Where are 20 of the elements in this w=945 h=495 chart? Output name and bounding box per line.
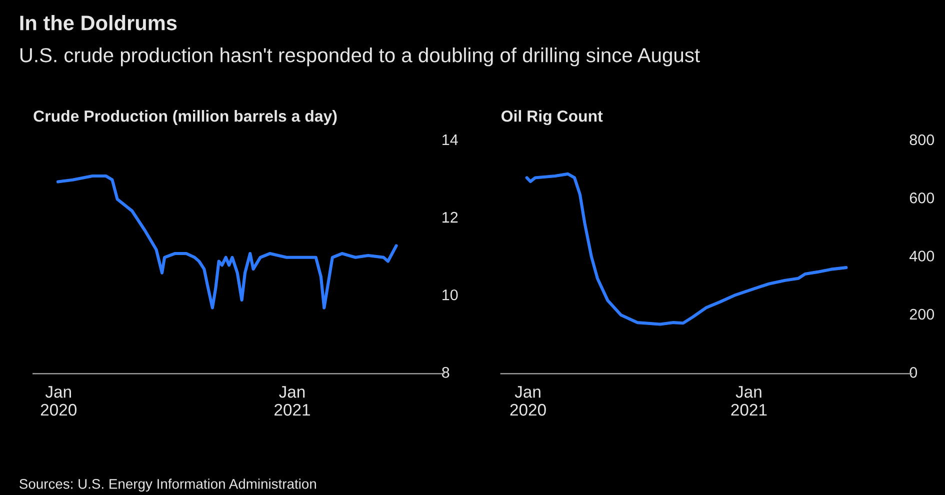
- text: U.S. crude production hasn't responded to a doubling of drilling since August: [20, 48, 700, 66]
- y-tick-label: 14: [442, 134, 458, 146]
- y-tick-label: 800: [910, 134, 934, 146]
- y-tick-label: 200: [910, 308, 934, 320]
- y-tick-label: 600: [910, 192, 934, 204]
- chart-title: Crude Production (million barrels a day): [34, 110, 337, 125]
- y-tick-label: 8: [442, 367, 450, 378]
- y-tick-label: 10: [442, 289, 458, 300]
- chart-title: Oil Rig Count: [502, 110, 603, 126]
- x-tick-label: Jan 2021: [731, 386, 767, 416]
- y-tick-label: 12: [442, 212, 458, 223]
- source-note: Sources: U.S. Energy Information Administration: [20, 478, 316, 492]
- line-series: [56, 174, 398, 310]
- line-series: [525, 172, 848, 326]
- x-tick-label: Jan 2020: [40, 386, 76, 416]
- y-tick-label: 400: [910, 250, 934, 262]
- text: In the Doldrums: [20, 15, 177, 30]
- x-tick-label: Jan 2021: [274, 386, 310, 416]
- y-tick-label: 0: [910, 367, 918, 378]
- x-tick-label: Jan 2020: [510, 386, 546, 416]
